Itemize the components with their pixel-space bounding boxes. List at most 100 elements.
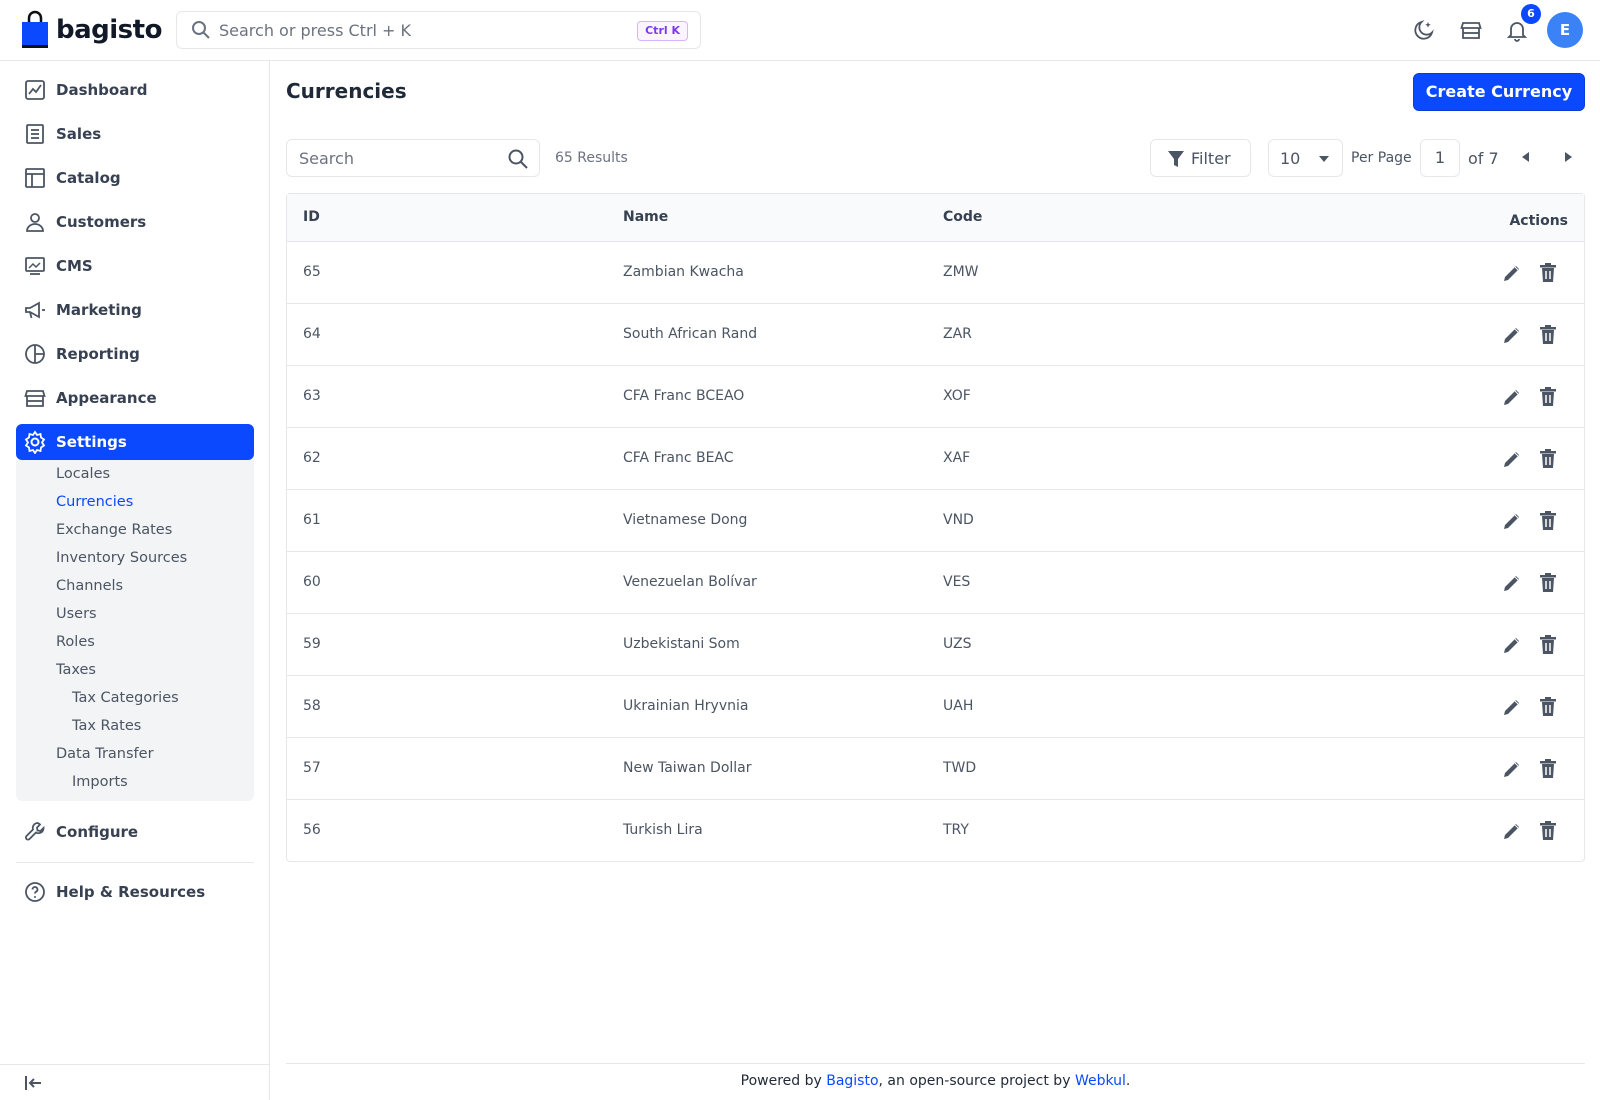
cell-code: UAH xyxy=(943,698,974,714)
column-header-id[interactable]: ID xyxy=(303,209,320,225)
submenu-data-transfer[interactable]: Data Transfer xyxy=(56,746,154,762)
cell-id: 60 xyxy=(303,574,321,590)
column-header-code[interactable]: Code xyxy=(943,209,983,225)
dashboard-icon xyxy=(25,80,45,100)
edit-icon[interactable] xyxy=(1500,757,1524,781)
page-number-input[interactable]: 1 xyxy=(1420,139,1460,177)
edit-icon[interactable] xyxy=(1500,571,1524,595)
cell-id: 56 xyxy=(303,822,321,838)
submenu-exchange-rates[interactable]: Exchange Rates xyxy=(56,522,173,538)
delete-icon[interactable] xyxy=(1536,323,1560,347)
cell-name: Venezuelan Bolívar xyxy=(623,574,757,590)
cell-name: CFA Franc BEAC xyxy=(623,450,734,466)
sidebar-item-customers[interactable]: Customers xyxy=(16,204,254,240)
results-count: 65 Results xyxy=(555,150,628,166)
search-icon xyxy=(192,21,210,39)
footer-middle: , an open-source project by xyxy=(878,1073,1075,1089)
storefront-icon[interactable] xyxy=(1459,18,1483,42)
datagrid-search-placeholder: Search xyxy=(299,149,354,168)
cell-name: New Taiwan Dollar xyxy=(623,760,752,776)
edit-icon[interactable] xyxy=(1500,509,1524,533)
filter-button[interactable]: Filter xyxy=(1150,139,1251,177)
edit-icon[interactable] xyxy=(1500,261,1524,285)
submenu-imports[interactable]: Imports xyxy=(72,774,128,790)
edit-icon[interactable] xyxy=(1500,323,1524,347)
brand-logo[interactable]: bagisto xyxy=(20,10,162,50)
cell-code: UZS xyxy=(943,636,972,652)
cell-id: 61 xyxy=(303,512,321,528)
cell-id: 64 xyxy=(303,326,321,342)
sidebar-item-reporting[interactable]: Reporting xyxy=(16,336,254,372)
submenu-taxes[interactable]: Taxes xyxy=(56,662,96,678)
sidebar: Dashboard Sales Catalog Customers CM xyxy=(0,61,270,1100)
sidebar-item-settings[interactable]: Settings xyxy=(16,424,254,460)
sidebar-item-label: Dashboard xyxy=(56,81,148,99)
edit-icon[interactable] xyxy=(1500,385,1524,409)
cms-icon xyxy=(25,257,45,275)
table-row: 59 Uzbekistani Som UZS xyxy=(287,614,1584,676)
submenu-locales[interactable]: Locales xyxy=(56,466,111,482)
edit-icon[interactable] xyxy=(1500,695,1524,719)
page-total: of 7 xyxy=(1468,149,1499,168)
table-row: 62 CFA Franc BEAC XAF xyxy=(287,428,1584,490)
submenu-channels[interactable]: Channels xyxy=(56,578,124,594)
table-row: 57 New Taiwan Dollar TWD xyxy=(287,738,1584,800)
submenu-currencies[interactable]: Currencies xyxy=(56,494,134,510)
sidebar-item-dashboard[interactable]: Dashboard xyxy=(16,72,254,108)
datagrid-search-input[interactable]: Search xyxy=(286,139,540,177)
per-page-label: Per Page xyxy=(1351,150,1412,166)
submenu-users[interactable]: Users xyxy=(56,606,97,622)
cell-code: XAF xyxy=(943,450,971,466)
sidebar-item-help[interactable]: Help & Resources xyxy=(16,874,254,910)
submenu-tax-categories[interactable]: Tax Categories xyxy=(72,690,179,706)
previous-page-icon[interactable] xyxy=(1522,152,1529,162)
dark-mode-icon[interactable] xyxy=(1412,18,1436,42)
submenu-tax-rates[interactable]: Tax Rates xyxy=(72,718,142,734)
sidebar-item-appearance[interactable]: Appearance xyxy=(16,380,254,416)
edit-icon[interactable] xyxy=(1500,447,1524,471)
submenu-inventory-sources[interactable]: Inventory Sources xyxy=(56,550,188,566)
cell-code: TRY xyxy=(943,822,969,838)
sidebar-item-catalog[interactable]: Catalog xyxy=(16,160,254,196)
table-row: 58 Ukrainian Hryvnia UAH xyxy=(287,676,1584,738)
sidebar-item-cms[interactable]: CMS xyxy=(16,248,254,284)
submenu-roles[interactable]: Roles xyxy=(56,634,95,650)
global-search[interactable]: Search or press Ctrl + K Ctrl K xyxy=(176,11,701,49)
collapse-sidebar-icon[interactable] xyxy=(23,1073,43,1093)
delete-icon[interactable] xyxy=(1536,633,1560,657)
caret-down-icon xyxy=(1319,156,1329,162)
sidebar-item-sales[interactable]: Sales xyxy=(16,116,254,152)
webkul-link[interactable]: Webkul xyxy=(1074,1073,1126,1089)
delete-icon[interactable] xyxy=(1536,509,1560,533)
cell-id: 58 xyxy=(303,698,321,714)
sidebar-item-marketing[interactable]: Marketing xyxy=(16,292,254,328)
cell-name: South African Rand xyxy=(623,326,758,342)
settings-submenu: Locales Currencies Exchange Rates Invent… xyxy=(16,460,254,801)
page-title: Currencies xyxy=(286,79,407,103)
footer-prefix: Powered by xyxy=(740,1073,827,1089)
wrench-icon xyxy=(25,822,45,841)
bagisto-link[interactable]: Bagisto xyxy=(826,1073,879,1089)
delete-icon[interactable] xyxy=(1536,695,1560,719)
next-page-icon[interactable] xyxy=(1565,152,1572,162)
per-page-select[interactable]: 10 xyxy=(1268,139,1343,177)
delete-icon[interactable] xyxy=(1536,757,1560,781)
user-avatar[interactable]: E xyxy=(1547,12,1583,48)
edit-icon[interactable] xyxy=(1500,633,1524,657)
sidebar-divider xyxy=(16,862,254,863)
edit-icon[interactable] xyxy=(1500,819,1524,843)
delete-icon[interactable] xyxy=(1536,385,1560,409)
column-header-name[interactable]: Name xyxy=(623,209,669,225)
delete-icon[interactable] xyxy=(1536,819,1560,843)
delete-icon[interactable] xyxy=(1536,571,1560,595)
table-row: 60 Venezuelan Bolívar VES xyxy=(287,552,1584,614)
table-row: 63 CFA Franc BCEAO XOF xyxy=(287,366,1584,428)
brand-name: bagisto xyxy=(56,15,162,45)
sidebar-item-label: Customers xyxy=(56,213,147,231)
delete-icon[interactable] xyxy=(1536,261,1560,285)
search-icon[interactable] xyxy=(507,148,529,170)
sidebar-item-configure[interactable]: Configure xyxy=(16,814,254,850)
create-currency-button[interactable]: Create Currency xyxy=(1413,73,1585,111)
delete-icon[interactable] xyxy=(1536,447,1560,471)
bell-icon[interactable] xyxy=(1505,18,1529,42)
